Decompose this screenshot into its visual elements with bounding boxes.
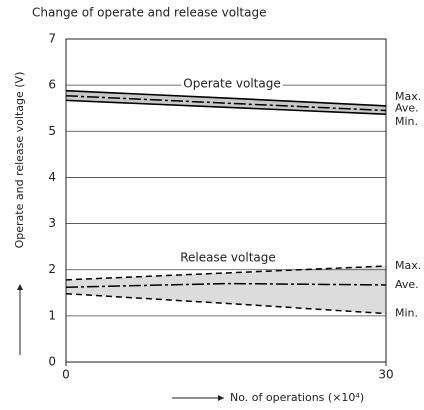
y-tick-label: 4: [48, 170, 56, 184]
y-arrow-head: [17, 284, 23, 290]
legend-label: Ave.: [395, 278, 419, 291]
x-arrow-head: [218, 395, 224, 401]
legend-label: Max.: [395, 90, 421, 103]
x-axis-label: No. of operations (×10⁴): [230, 391, 364, 404]
y-tick-label: 5: [48, 124, 56, 138]
annotation: Release voltage: [180, 251, 276, 265]
y-tick-label: 0: [48, 355, 56, 369]
x-tick-label: 0: [62, 368, 70, 382]
y-tick-label: 7: [48, 32, 56, 46]
band: [66, 266, 386, 314]
series-line: [65, 89, 387, 107]
chart-title: Change of operate and release voltage: [32, 6, 266, 20]
y-tick-label: 1: [48, 308, 56, 322]
y-axis-label: Operate and release voltage (V): [13, 72, 26, 249]
legend-label: Min.: [395, 115, 418, 128]
annotation: Operate voltage: [183, 77, 280, 91]
series-line: [65, 282, 387, 288]
series-line: [65, 99, 387, 116]
legend-label: Ave.: [395, 102, 419, 115]
series-line: [65, 265, 387, 281]
y-tick-label: 2: [48, 262, 56, 276]
y-tick-label: 3: [48, 216, 56, 230]
series-line: [65, 95, 387, 112]
series-line: [65, 292, 387, 315]
y-tick-label: 6: [48, 78, 56, 92]
x-tick-label: 30: [378, 368, 393, 382]
legend-label: Min.: [395, 307, 418, 320]
plot-frame: [65, 38, 387, 363]
legend-label: Max.: [395, 259, 421, 272]
band: [66, 90, 386, 115]
annotation-bg: [181, 76, 283, 91]
